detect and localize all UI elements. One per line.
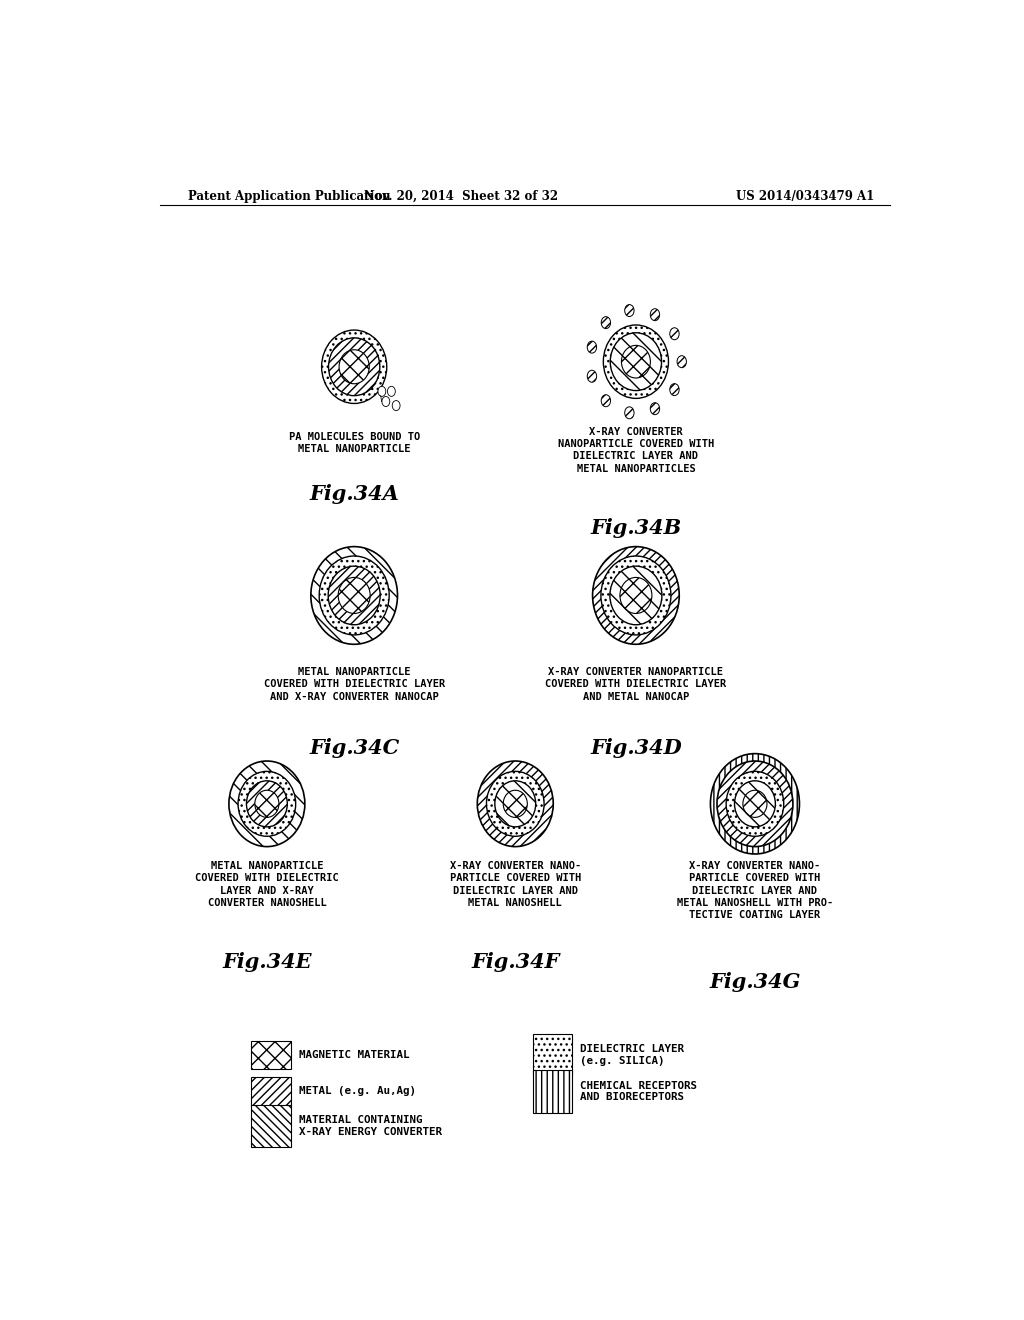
Bar xyxy=(251,1040,291,1069)
Circle shape xyxy=(601,395,610,407)
Ellipse shape xyxy=(255,791,279,817)
Ellipse shape xyxy=(338,577,370,614)
Text: US 2014/0343479 A1: US 2014/0343479 A1 xyxy=(735,190,873,202)
Ellipse shape xyxy=(495,781,536,826)
Text: CHEMICAL RECEPTORS
AND BIORECEPTORS: CHEMICAL RECEPTORS AND BIORECEPTORS xyxy=(581,1081,697,1102)
Ellipse shape xyxy=(717,762,793,846)
Ellipse shape xyxy=(742,791,767,817)
Ellipse shape xyxy=(610,333,662,391)
Bar xyxy=(251,1077,291,1106)
Circle shape xyxy=(677,355,686,368)
Circle shape xyxy=(670,327,679,339)
Text: X-RAY CONVERTER NANO-
PARTICLE COVERED WITH
DIELECTRIC LAYER AND
METAL NANOSHELL: X-RAY CONVERTER NANO- PARTICLE COVERED W… xyxy=(677,861,834,920)
Text: Patent Application Publication: Patent Application Publication xyxy=(187,190,390,202)
Text: MAGNETIC MATERIAL: MAGNETIC MATERIAL xyxy=(299,1049,410,1060)
Ellipse shape xyxy=(477,762,553,846)
Circle shape xyxy=(650,309,659,321)
Ellipse shape xyxy=(238,771,296,837)
Ellipse shape xyxy=(311,546,397,644)
Text: Fig.34G: Fig.34G xyxy=(710,973,801,993)
Ellipse shape xyxy=(247,781,288,826)
Ellipse shape xyxy=(328,566,380,624)
Circle shape xyxy=(650,403,659,414)
Text: X-RAY CONVERTER NANOPARTICLE
COVERED WITH DIELECTRIC LAYER
AND METAL NANOCAP: X-RAY CONVERTER NANOPARTICLE COVERED WIT… xyxy=(545,667,727,701)
Ellipse shape xyxy=(601,556,671,635)
Text: Fig.34B: Fig.34B xyxy=(590,519,682,539)
Text: X-RAY CONVERTER
NANOPARTICLE COVERED WITH
DIELECTRIC LAYER AND
METAL NANOPARTICL: X-RAY CONVERTER NANOPARTICLE COVERED WIT… xyxy=(558,426,714,474)
Text: Nov. 20, 2014  Sheet 32 of 32: Nov. 20, 2014 Sheet 32 of 32 xyxy=(365,190,558,202)
Text: PA MOLECULES BOUND TO
METAL NANOPARTICLE: PA MOLECULES BOUND TO METAL NANOPARTICLE xyxy=(289,432,420,454)
Text: DIELECTRIC LAYER
(e.g. SILICA): DIELECTRIC LAYER (e.g. SILICA) xyxy=(581,1044,684,1065)
Ellipse shape xyxy=(339,350,370,384)
Text: METAL (e.g. Au,Ag): METAL (e.g. Au,Ag) xyxy=(299,1086,416,1097)
Circle shape xyxy=(378,387,386,396)
Text: Fig.34C: Fig.34C xyxy=(309,738,399,759)
Text: METAL NANOPARTICLE
COVERED WITH DIELECTRIC LAYER
AND X-RAY CONVERTER NANOCAP: METAL NANOPARTICLE COVERED WITH DIELECTR… xyxy=(263,667,444,701)
Ellipse shape xyxy=(610,566,662,624)
Ellipse shape xyxy=(734,781,775,826)
Circle shape xyxy=(587,370,597,383)
Ellipse shape xyxy=(322,330,387,404)
Circle shape xyxy=(387,387,395,396)
Circle shape xyxy=(625,305,634,317)
Circle shape xyxy=(601,317,610,329)
Text: X-RAY CONVERTER NANO-
PARTICLE COVERED WITH
DIELECTRIC LAYER AND
METAL NANOSHELL: X-RAY CONVERTER NANO- PARTICLE COVERED W… xyxy=(450,861,581,908)
Text: METAL NANOPARTICLE
COVERED WITH DIELECTRIC
LAYER AND X-RAY
CONVERTER NANOSHELL: METAL NANOPARTICLE COVERED WITH DIELECTR… xyxy=(195,861,339,908)
Ellipse shape xyxy=(711,754,800,854)
Text: Fig.34A: Fig.34A xyxy=(309,483,399,503)
Ellipse shape xyxy=(726,771,783,837)
Circle shape xyxy=(670,384,679,396)
Circle shape xyxy=(382,396,390,407)
Text: MATERIAL CONTAINING
X-RAY ENERGY CONVERTER: MATERIAL CONTAINING X-RAY ENERGY CONVERT… xyxy=(299,1115,441,1137)
Circle shape xyxy=(587,341,597,354)
Ellipse shape xyxy=(486,771,544,837)
Text: Fig.34F: Fig.34F xyxy=(471,952,559,973)
Ellipse shape xyxy=(319,556,389,635)
Circle shape xyxy=(392,400,400,411)
Ellipse shape xyxy=(503,791,527,817)
Circle shape xyxy=(625,407,634,418)
Text: Fig.34E: Fig.34E xyxy=(222,952,311,973)
Ellipse shape xyxy=(603,325,669,399)
Ellipse shape xyxy=(229,762,305,846)
Bar xyxy=(532,1071,572,1113)
Ellipse shape xyxy=(622,346,650,378)
Bar xyxy=(251,1105,291,1147)
Text: Fig.34D: Fig.34D xyxy=(590,738,682,759)
Ellipse shape xyxy=(329,338,380,396)
Ellipse shape xyxy=(593,546,679,644)
Bar xyxy=(532,1034,572,1076)
Ellipse shape xyxy=(620,577,652,614)
